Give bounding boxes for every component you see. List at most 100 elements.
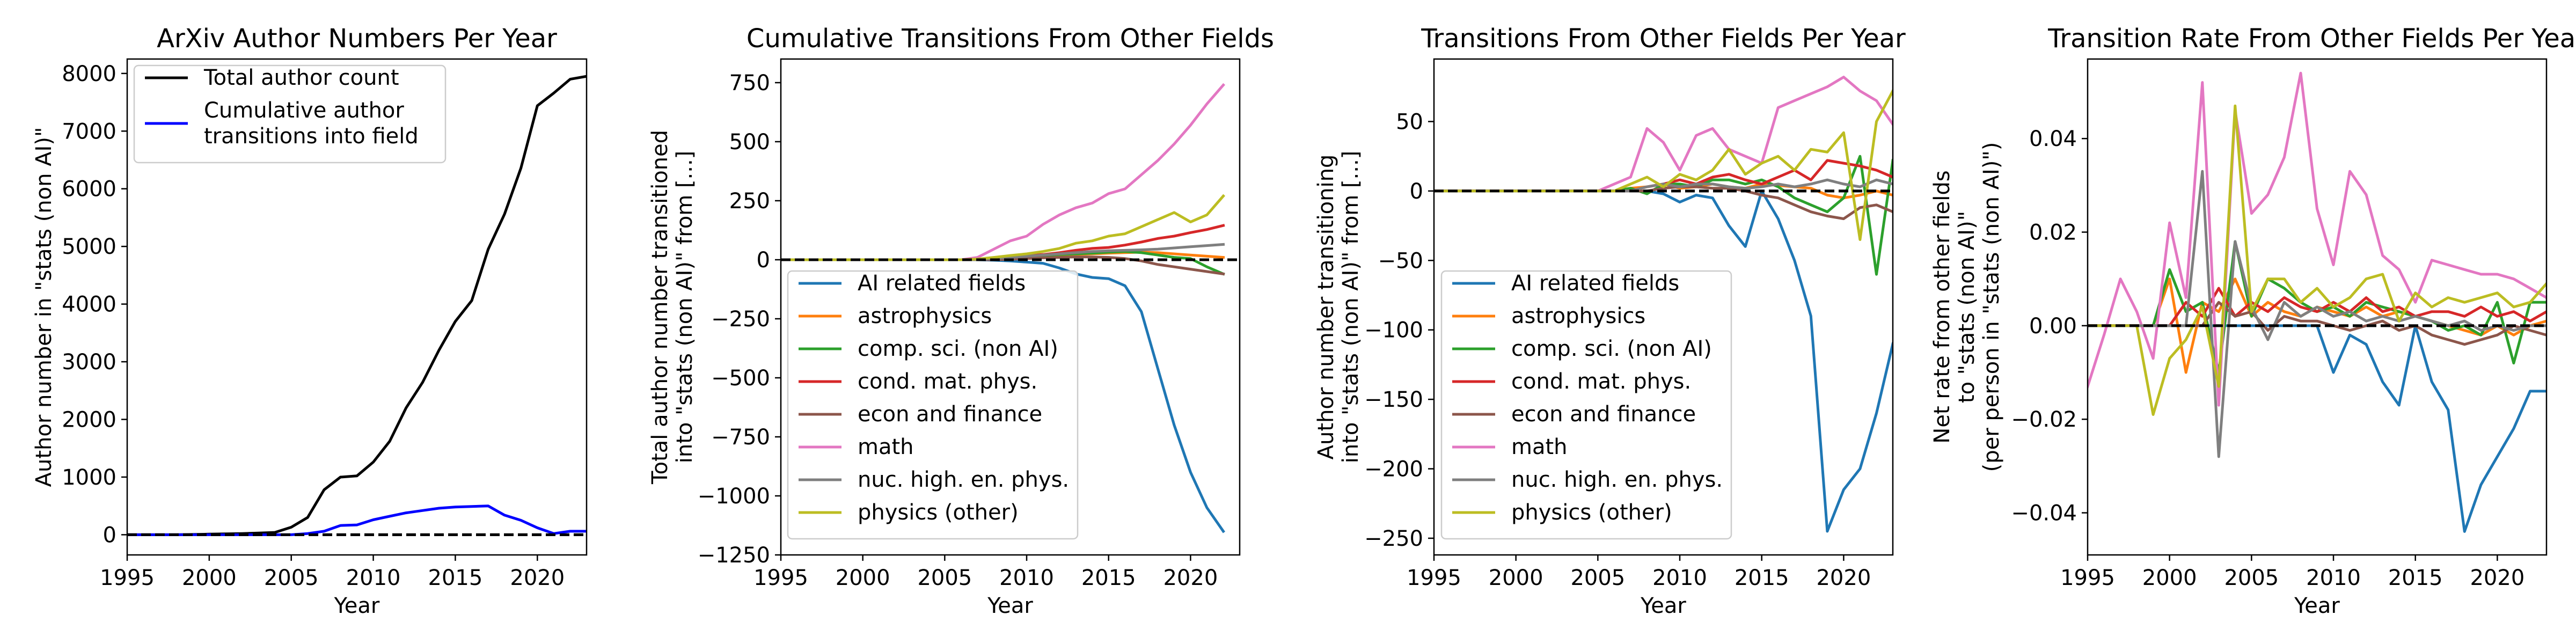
y-tick-label: 50 <box>1396 109 1423 134</box>
legend-label-8: physics (other) <box>858 500 1019 525</box>
x-tick-label: 2020 <box>1816 566 1871 590</box>
y-tick-label: 250 <box>729 189 770 214</box>
axes-frame <box>780 58 1241 556</box>
chart-title: Transitions From Other Fields Per Year <box>1421 24 1906 54</box>
y-tick-label: −50 <box>1378 248 1423 273</box>
chart-title: Cumulative Transitions From Other Fields <box>747 24 1274 54</box>
y-tick-label: 3000 <box>62 350 116 375</box>
y-tick-label: 0.00 <box>2029 314 2077 339</box>
legend-label-2: astrophysics <box>1511 304 1645 328</box>
legend-label-6: math <box>858 435 914 459</box>
y-axis-label-line: (per person in "stats (non AI)") <box>1979 142 2004 472</box>
legend-label-1: Total author count <box>203 65 399 90</box>
y-axis-label: Author number transitioninginto "stats (… <box>1314 151 1363 464</box>
legend-label-line: Total author count <box>203 65 399 90</box>
y-tick-label: −0.04 <box>2011 501 2077 526</box>
y-tick-label: −0.02 <box>2011 407 2077 432</box>
legend-label-4: cond. mat. phys. <box>1511 369 1691 394</box>
x-tick-label: 2000 <box>836 566 890 590</box>
y-tick-label: −250 <box>711 307 770 332</box>
legend-box <box>1440 270 1732 540</box>
y-tick-label: −500 <box>711 366 770 391</box>
x-tick-label: 1995 <box>753 566 808 590</box>
legend-label-line: physics (other) <box>858 500 1019 525</box>
x-tick-label: 2005 <box>1570 566 1625 590</box>
legend-label-7: nuc. high. en. phys. <box>1511 467 1723 492</box>
legend: Total author count Cumulative author trans… <box>133 64 447 164</box>
y-tick-label: 7000 <box>62 119 116 144</box>
chart-title: Transition Rate From Other Fields Per Ye… <box>2047 24 2576 54</box>
x-tick-label: 2010 <box>346 566 401 590</box>
legend-label-5: econ and finance <box>1511 402 1696 427</box>
y-tick-label: 750 <box>729 71 770 96</box>
x-tick-label: 2010 <box>999 566 1054 590</box>
legend-label-line: econ and finance <box>1511 402 1696 427</box>
y-tick-label: 2000 <box>62 408 116 433</box>
legend-label-1: AI related fields <box>1511 271 1679 296</box>
x-axis-label: Year <box>1640 594 1686 618</box>
axes-frame <box>2087 58 2548 556</box>
legend-label-line: nuc. high. en. phys. <box>858 467 1069 492</box>
y-tick-label: −250 <box>1364 526 1423 551</box>
x-tick-label: 1995 <box>2060 566 2115 590</box>
legend-label-2: astrophysics <box>858 304 992 328</box>
legend-label-line: comp. sci. (non AI) <box>858 336 1058 361</box>
legend-label-line: cond. mat. phys. <box>1511 369 1691 394</box>
y-tick-label: 500 <box>729 130 770 155</box>
legend-label-3: comp. sci. (non AI) <box>1511 336 1712 361</box>
y-axis-label-line: Total author number transitioned <box>648 130 672 485</box>
legend-label-line: astrophysics <box>858 304 992 328</box>
legend-label-6: math <box>1511 435 1568 459</box>
x-tick-label: 1995 <box>1407 566 1461 590</box>
y-tick-label: −100 <box>1364 318 1423 343</box>
y-axis-label-line: Author number in "stats (non AI)" <box>32 127 56 487</box>
y-tick-label: 1000 <box>62 465 116 490</box>
y-tick-label: 8000 <box>62 62 116 86</box>
legend-label-line: astrophysics <box>1511 304 1645 328</box>
legend: AI related fields astrophysics comp. sci. … <box>787 270 1079 540</box>
x-tick-label: 1995 <box>100 566 155 590</box>
series-line-8 <box>2088 104 2546 416</box>
y-axis-label-line: Net rate from other fields <box>1930 170 1955 443</box>
legend-label-line: nuc. high. en. phys. <box>1511 467 1723 492</box>
legend-label-4: cond. mat. phys. <box>858 369 1037 394</box>
x-tick-label: 2000 <box>182 566 237 590</box>
y-tick-label: 6000 <box>62 177 116 202</box>
x-tick-label: 2005 <box>2224 566 2279 590</box>
x-tick-label: 2015 <box>2388 566 2443 590</box>
y-tick-label: 0 <box>757 248 770 273</box>
y-axis-label: Author number in "stats (non AI)" <box>32 127 56 487</box>
y-tick-label: 4000 <box>62 292 116 317</box>
y-tick-label: 0 <box>1410 179 1423 204</box>
x-tick-label: 2000 <box>2142 566 2197 590</box>
chart-panel-4: Transition Rate From Other Fields Per Ye… <box>1930 24 2576 618</box>
legend-label-8: physics (other) <box>1511 500 1672 525</box>
axes-frame <box>126 58 588 556</box>
x-tick-label: 2000 <box>1489 566 1543 590</box>
panels: ArXiv Author Numbers Per Year 1995 2000 200… <box>32 24 2576 618</box>
chart-panel-3: Transitions From Other Fields Per Year 19… <box>1314 24 1906 618</box>
y-tick-label: −200 <box>1364 457 1423 482</box>
legend-label-line: AI related fields <box>858 271 1026 296</box>
y-tick-label: 5000 <box>62 235 116 259</box>
legend-label-line: Cumulative author <box>204 98 404 123</box>
legend-label-line: comp. sci. (non AI) <box>1511 336 1712 361</box>
legend-label-2: Cumulative author transitions into field <box>204 98 419 149</box>
legend-label-line: cond. mat. phys. <box>858 369 1037 394</box>
series-line-6 <box>2088 71 2546 407</box>
legend-label-5: econ and finance <box>858 402 1042 427</box>
y-axis-label-line: Author number transitioning <box>1314 155 1338 460</box>
x-tick-label: 2010 <box>2306 566 2361 590</box>
x-tick-label: 2010 <box>1652 566 1707 590</box>
x-tick-label: 2005 <box>917 566 972 590</box>
y-tick-label: −1000 <box>698 484 770 509</box>
legend-label-line: math <box>858 435 914 459</box>
legend-label-line: AI related fields <box>1511 271 1679 296</box>
legend-label-line: physics (other) <box>1511 500 1672 525</box>
legend-label-7: nuc. high. en. phys. <box>858 467 1069 492</box>
chart-title: ArXiv Author Numbers Per Year <box>157 24 557 54</box>
legend-label-line: math <box>1511 435 1568 459</box>
legend-label-1: AI related fields <box>858 271 1026 296</box>
x-tick-label: 2015 <box>428 566 483 590</box>
